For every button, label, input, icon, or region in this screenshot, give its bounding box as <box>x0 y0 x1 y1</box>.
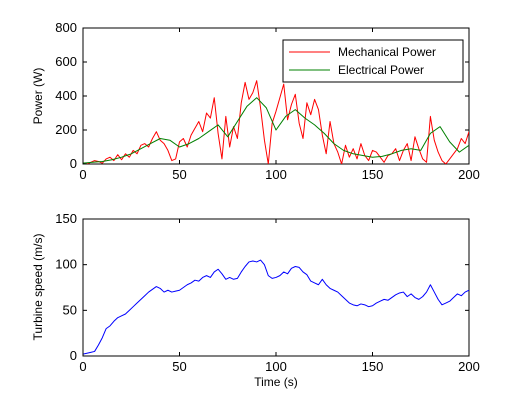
turbine-speed-x-tick-label: 0 <box>79 359 86 374</box>
turbine-speed-plot: 0 50 100 150 200 0 50 100 150 Turbine speed (m/s… <box>31 211 480 389</box>
turbine-speed-y-tick-label: 50 <box>63 302 77 317</box>
power-x-tick-label: 100 <box>265 167 287 182</box>
time-x-axis-label: Time (s) <box>254 375 298 389</box>
power-legend: Mechanical Power Electrical Power <box>282 39 464 83</box>
turbine-speed-series-group <box>83 259 469 355</box>
power-x-tick-label: 150 <box>362 167 384 182</box>
turbine-speed-x-tick-label: 200 <box>458 359 480 374</box>
turbine-speed-y-tick-label: 100 <box>55 257 77 272</box>
power-x-tick-label: 200 <box>458 167 480 182</box>
turbine-speed-y-tick-label: 150 <box>55 211 77 226</box>
power-line-electrical-power <box>83 97 469 164</box>
power-y-tick-label: 200 <box>55 122 77 137</box>
power-y-tick-label: 800 <box>55 20 77 35</box>
legend-label-mechanical-power: Mechanical Power <box>338 45 436 59</box>
power-y-tick-label: 400 <box>55 88 77 103</box>
power-axis-ticks: 0 50 100 150 200 0 200 400 600 800 <box>55 20 480 182</box>
legend-label-electrical-power: Electrical Power <box>338 63 424 77</box>
power-series-group <box>83 80 469 164</box>
turbine-speed-y-tick-label: 0 <box>70 348 77 363</box>
turbine-speed-line-series-0 <box>83 259 469 355</box>
turbine-speed-plot-frame <box>82 218 470 357</box>
turbine-speed-axis-ticks: 0 50 100 150 200 0 50 100 150 <box>55 211 480 374</box>
power-x-tick-label: 50 <box>172 167 186 182</box>
power-plot: 0 50 100 150 200 0 200 400 600 800 Power (W) Mech… <box>31 20 480 182</box>
power-y-tick-label: 0 <box>70 156 77 171</box>
legend-box <box>282 39 464 83</box>
turbine-speed-x-tick-label: 150 <box>362 359 384 374</box>
power-y-axis-label: Power (W) <box>31 68 45 125</box>
power-line-mechanical-power <box>83 80 469 164</box>
turbine-speed-x-tick-label: 100 <box>265 359 287 374</box>
turbine-speed-y-axis-label: Turbine speed (m/s) <box>31 234 45 341</box>
power-y-tick-label: 600 <box>55 54 77 69</box>
power-x-tick-label: 0 <box>79 167 86 182</box>
turbine-speed-x-tick-label: 50 <box>172 359 186 374</box>
